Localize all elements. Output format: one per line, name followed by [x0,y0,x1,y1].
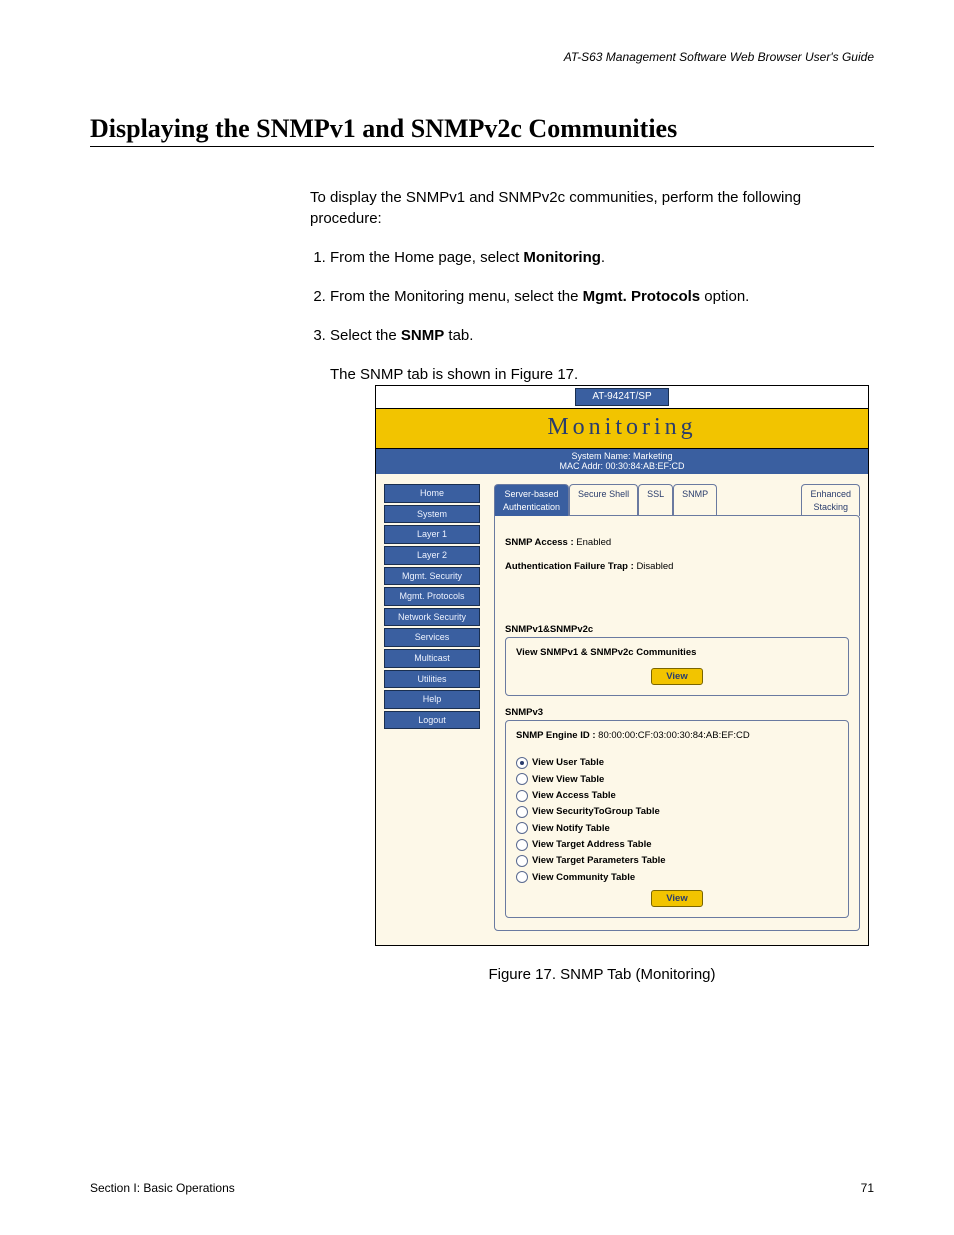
mac-addr-line: MAC Addr: 00:30:84:AB:EF:CD [376,461,868,472]
nav-mgmt-protocols[interactable]: Mgmt. Protocols [384,587,480,606]
system-name-line: System Name: Marketing [376,451,868,462]
radio-view-notify-table[interactable]: View Notify Table [516,822,838,835]
running-header: AT-S63 Management Software Web Browser U… [90,50,874,64]
radio-view-community-table[interactable]: View Community Table [516,871,838,884]
v1v2-view-button[interactable]: View [651,668,702,685]
step-bold: SNMP [401,327,444,344]
step-3: Select the SNMP tab. The SNMP tab is sho… [330,325,874,985]
nav-layer1[interactable]: Layer 1 [384,525,480,544]
intro-paragraph: To display the SNMPv1 and SNMPv2c commun… [310,187,874,229]
tab-bar: Server-basedAuthentication Secure Shell … [494,484,860,516]
device-bar: AT-9424T/SP [376,386,868,408]
tab-ssl[interactable]: SSL [638,484,673,516]
nav-network-security[interactable]: Network Security [384,608,480,627]
auth-trap-line: Authentication Failure Trap : Disabled [505,560,849,573]
snmp-panel: SNMP Access : Enabled Authentication Fai… [494,515,860,931]
nav-multicast[interactable]: Multicast [384,649,480,668]
engine-id-label: SNMP Engine ID : [516,730,596,741]
sidebar-nav: Home System Layer 1 Layer 2 Mgmt. Securi… [384,484,480,931]
radio-icon [516,839,528,851]
radio-icon [516,822,528,834]
tab-snmp[interactable]: SNMP [673,484,717,516]
radio-view-user-table[interactable]: View User Table [516,756,838,769]
figure-caption: Figure 17. SNMP Tab (Monitoring) [330,964,874,985]
steps-list: From the Home page, select Monitoring. F… [310,247,874,985]
auth-trap-label: Authentication Failure Trap : [505,561,634,572]
v3-title: SNMPv3 [505,706,849,719]
step-2: From the Monitoring menu, select the Mgm… [330,286,874,307]
monitoring-title-text: Monitoring [547,414,696,440]
nav-home[interactable]: Home [384,484,480,503]
radio-label: View SecurityToGroup Table [532,805,660,818]
radio-label: View Target Address Table [532,838,652,851]
nav-mgmt-security[interactable]: Mgmt. Security [384,567,480,586]
engine-id-value: 80:00:00:CF:03:00:30:84:AB:EF:CD [598,730,750,741]
radio-view-target-parameters-table[interactable]: View Target Parameters Table [516,854,838,867]
radio-label: View User Table [532,756,604,769]
nav-layer2[interactable]: Layer 2 [384,546,480,565]
tab-enhanced-stacking[interactable]: EnhancedStacking [801,484,860,516]
step-text: From the Monitoring menu, select the [330,288,583,305]
nav-help[interactable]: Help [384,690,480,709]
step-text: Select the [330,327,401,344]
device-label: AT-9424T/SP [575,388,668,406]
auth-trap-value: Disabled [636,561,673,572]
nav-logout[interactable]: Logout [384,711,480,730]
engine-id-line: SNMP Engine ID : 80:00:00:CF:03:00:30:84… [516,729,838,742]
radio-view-view-table[interactable]: View View Table [516,773,838,786]
radio-label: View Notify Table [532,822,610,835]
snmp-access-value: Enabled [576,537,611,548]
nav-services[interactable]: Services [384,628,480,647]
monitoring-title-bar: Monitoring [376,408,868,449]
radio-icon [516,806,528,818]
radio-label: View View Table [532,773,604,786]
tab-server-auth[interactable]: Server-basedAuthentication [494,484,569,516]
step-1: From the Home page, select Monitoring. [330,247,874,268]
footer-page-number: 71 [861,1181,874,1195]
radio-icon [516,773,528,785]
snmp-access-line: SNMP Access : Enabled [505,536,849,549]
v1v2-subtitle: View SNMPv1 & SNMPv2c Communities [516,646,838,659]
page-title: Displaying the SNMPv1 and SNMPv2c Commun… [90,114,874,147]
radio-label: View Target Parameters Table [532,854,666,867]
step-bold: Mgmt. Protocols [583,288,701,305]
footer-section: Section I: Basic Operations [90,1181,235,1195]
radio-icon [516,757,528,769]
radio-label: View Community Table [532,871,635,884]
step-text: . [601,249,605,266]
nav-utilities[interactable]: Utilities [384,670,480,689]
step-text: option. [700,288,749,305]
radio-icon [516,855,528,867]
followup-text: The SNMP tab is shown in Figure 17. [330,364,874,385]
radio-icon [516,871,528,883]
radio-view-securitytogroup-table[interactable]: View SecurityToGroup Table [516,805,838,818]
tab-secure-shell[interactable]: Secure Shell [569,484,638,516]
step-text: From the Home page, select [330,249,523,266]
radio-label: View Access Table [532,789,616,802]
v3-view-button[interactable]: View [651,890,702,907]
system-info-bar: System Name: Marketing MAC Addr: 00:30:8… [376,449,868,475]
v1v2-subpanel: View SNMPv1 & SNMPv2c Communities View [505,637,849,696]
radio-view-access-table[interactable]: View Access Table [516,789,838,802]
step-bold: Monitoring [523,249,600,266]
snmp-access-label: SNMP Access : [505,537,574,548]
v1v2-title: SNMPv1&SNMPv2c [505,623,849,636]
snmp-tab-screenshot: AT-9424T/SP Monitoring System Name: Mark… [375,385,869,946]
nav-system[interactable]: System [384,505,480,524]
step-text: tab. [444,327,473,344]
radio-icon [516,790,528,802]
radio-view-target-address-table[interactable]: View Target Address Table [516,838,838,851]
v3-subpanel: SNMP Engine ID : 80:00:00:CF:03:00:30:84… [505,720,849,918]
